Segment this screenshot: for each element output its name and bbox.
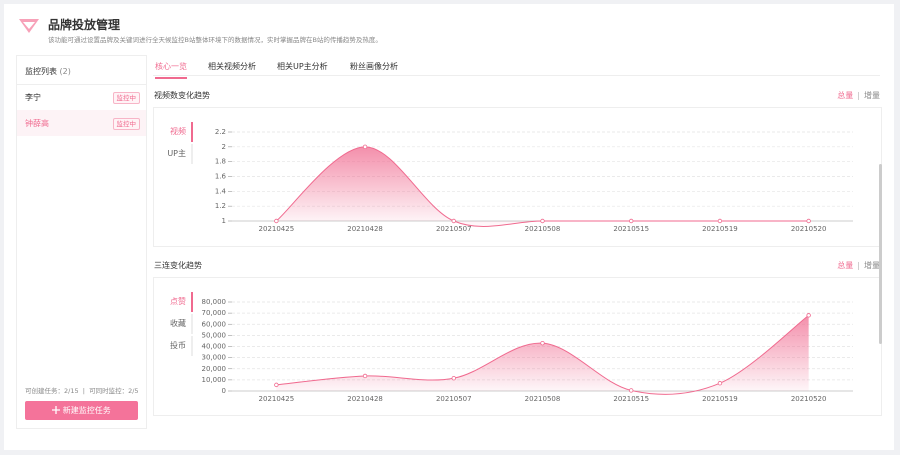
metric-tab[interactable]: 点赞 [154,292,193,312]
chart-card: 点赞 收藏 投币 0 10,000 20,000 30,000 40,000 50,000 60,… [153,277,882,416]
y-tick-label: 30,000 [202,354,227,362]
page-subtitle: 该功能可通过设置品牌及关键词进行全天候监控B站整体环境下的数据情况，实时掌握品牌… [48,36,382,44]
mode-toggle: 总量 | 增量 [837,90,880,101]
data-point [362,373,368,379]
y-tick-label: 50,000 [202,331,227,339]
metric-tab[interactable]: 收藏 [154,314,193,334]
page-title: 品牌投放管理 [48,18,121,32]
chart-title: 视频数变化趋势 [154,91,210,100]
chart-title: 三连变化趋势 [154,261,202,270]
y-tick-label: 80,000 [202,298,227,306]
data-point [540,218,545,224]
scrollbar [879,164,882,344]
item-name: 钟薛高 [25,119,49,128]
x-tick-label: 20210507 [436,395,472,403]
y-tick-label: 1.8 [215,158,226,166]
y-tick-label: 40,000 [202,343,227,351]
data-point [274,218,279,224]
sidebar-count: (2) [59,67,71,76]
monitor-item[interactable]: 李宁 监控中 [17,84,146,110]
tab-bar: 核心一览 相关视频分析 相关UP主分析 粉丝画像分析 [153,55,880,79]
plus-icon [52,406,61,414]
mode-toggle: 总量 | 增量 [837,260,880,271]
data-point [362,144,368,150]
quota-tasks: 可创建任务：2/15 [25,387,79,395]
item-name: 李宁 [25,93,41,102]
y-tick-label: 1.6 [215,173,227,181]
area-fill [276,146,809,227]
x-tick-label: 20210425 [259,395,295,403]
x-tick-label: 20210428 [347,395,383,403]
tab[interactable]: 相关UP主分析 [277,62,328,71]
y-tick-label: 20,000 [202,365,227,373]
y-tick-label: 10,000 [202,376,227,384]
x-tick-label: 20210520 [791,225,827,233]
x-tick-label: 20210428 [347,225,383,233]
mode-option[interactable]: 增量 [864,91,880,100]
sidebar-header: 监控列表 (2) [25,66,71,77]
data-point [451,376,456,381]
x-tick-label: 20210519 [702,225,738,233]
area-fill [276,315,809,395]
item-status: 监控中 [112,92,140,104]
quota: 可创建任务：2/15 | 可同时监控：2/5 [25,387,139,395]
y-tick-label: 1 [222,217,226,225]
data-point [274,382,279,388]
y-tick-label: 2.2 [215,128,226,136]
x-tick-label: 20210515 [613,395,649,403]
tab[interactable]: 相关视频分析 [208,62,256,71]
y-tick-label: 2 [222,143,226,151]
chart-card: 视频 UP主 1 1.2 1.4 1.6 1.8 2 2.2 20210425 20210428 20… [153,107,882,247]
data-point [629,388,634,393]
data-point [629,218,634,224]
separator: | [857,91,860,100]
chart-plot: 0 10,000 20,000 30,000 40,000 50,000 60,000 70,… [202,298,853,403]
item-status: 监控中 [112,118,140,130]
new-task-button[interactable]: 新建监控任务 [25,401,138,420]
data-point [806,218,811,224]
data-point [717,218,723,224]
button-label: 新建监控任务 [62,406,111,415]
y-tick-label: 70,000 [202,309,227,317]
y-tick-label: 60,000 [202,320,227,328]
y-tick-label: 1.2 [215,202,226,210]
x-tick-label: 20210508 [525,225,561,233]
sidebar: 监控列表 (2) 李宁 监控中 钟薛高 监控中 可创建任务：2/15 | 可同时… [16,55,147,429]
metric-tab[interactable]: 视频 [154,122,193,142]
x-tick-label: 20210507 [436,225,472,233]
x-tick-label: 20210520 [791,395,827,403]
data-point [717,381,723,386]
x-tick-label: 20210508 [525,395,561,403]
y-tick-label: 0 [222,387,226,395]
x-tick-label: 20210425 [259,225,295,233]
monitor-item[interactable]: 钟薛高 监控中 [17,110,146,136]
quota-monitor: 可同时监控：2/5 [89,387,139,395]
sidebar-title: 监控列表 [25,67,57,76]
chart-plot: 1 1.2 1.4 1.6 1.8 2 2.2 20210425 20210428 2021050… [215,128,853,233]
tab[interactable]: 核心一览 [155,61,187,79]
mode-option[interactable]: 增量 [864,261,880,270]
metric-tab[interactable]: 投币 [154,336,193,356]
metric-tab[interactable]: UP主 [154,144,193,164]
x-tick-label: 20210515 [613,225,649,233]
x-tick-label: 20210519 [702,395,738,403]
mode-option[interactable]: 总量 [837,261,854,270]
logo [19,19,39,33]
data-point [806,313,811,318]
app-window: 品牌投放管理 该功能可通过设置品牌及关键词进行全天候监控B站整体环境下的数据情况… [4,4,894,450]
y-tick-label: 1.4 [215,187,227,195]
data-point [540,340,545,346]
separator: | [857,261,860,270]
mode-option[interactable]: 总量 [837,91,854,100]
data-point [451,218,456,224]
tab[interactable]: 粉丝画像分析 [350,62,398,71]
